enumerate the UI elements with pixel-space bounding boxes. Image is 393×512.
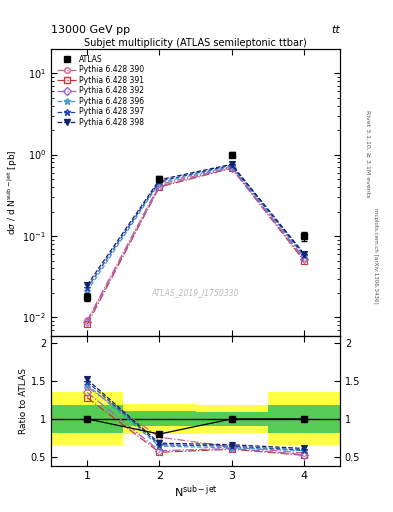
Pythia 6.428 392 (85, 319, 90, 325)
Line: Pythia 6.428 392: Pythia 6.428 392 (84, 165, 307, 325)
Pythia 6.428 391 (301, 258, 306, 264)
Pythia 6.428 390 (157, 181, 162, 187)
Text: 13000 GeV pp: 13000 GeV pp (51, 25, 130, 35)
Pythia 6.428 391 (157, 184, 162, 190)
Y-axis label: Ratio to ATLAS: Ratio to ATLAS (19, 368, 28, 434)
Pythia 6.428 396 (157, 180, 162, 186)
Pythia 6.428 397 (85, 285, 90, 291)
Pythia 6.428 391 (229, 165, 234, 172)
Y-axis label: d$\sigma$ / d N$^{\rm sub-jet}$ [pb]: d$\sigma$ / d N$^{\rm sub-jet}$ [pb] (5, 150, 20, 235)
Pythia 6.428 390 (229, 164, 234, 170)
Title: Subjet multiplicity (ATLAS semileptonic ttbar): Subjet multiplicity (ATLAS semileptonic … (84, 38, 307, 48)
Line: Pythia 6.428 398: Pythia 6.428 398 (84, 161, 307, 288)
Text: ATLAS_2019_I1750330: ATLAS_2019_I1750330 (152, 288, 239, 297)
Pythia 6.428 392 (301, 256, 306, 262)
Line: Pythia 6.428 390: Pythia 6.428 390 (84, 164, 307, 323)
Pythia 6.428 397 (157, 178, 162, 184)
Text: Rivet 3.1.10, ≥ 3.1M events: Rivet 3.1.10, ≥ 3.1M events (365, 110, 370, 197)
Pythia 6.428 390 (301, 255, 306, 261)
Pythia 6.428 390 (85, 317, 90, 324)
Pythia 6.428 391 (85, 322, 90, 328)
Pythia 6.428 398 (229, 161, 234, 167)
Pythia 6.428 398 (157, 177, 162, 183)
Text: tt: tt (331, 25, 340, 35)
Pythia 6.428 398 (85, 282, 90, 288)
Pythia 6.428 396 (229, 163, 234, 169)
Line: Pythia 6.428 397: Pythia 6.428 397 (84, 162, 307, 291)
Pythia 6.428 398 (301, 250, 306, 257)
Text: mcplots.cern.ch [arXiv:1306.3436]: mcplots.cern.ch [arXiv:1306.3436] (373, 208, 378, 304)
Pythia 6.428 392 (229, 165, 234, 171)
Pythia 6.428 396 (301, 253, 306, 259)
X-axis label: N$^{\rm sub-jet}$: N$^{\rm sub-jet}$ (174, 483, 217, 500)
Line: Pythia 6.428 396: Pythia 6.428 396 (84, 163, 307, 295)
Line: Pythia 6.428 391: Pythia 6.428 391 (84, 165, 307, 327)
Pythia 6.428 392 (157, 183, 162, 189)
Pythia 6.428 397 (229, 162, 234, 168)
Pythia 6.428 396 (85, 288, 90, 294)
Pythia 6.428 397 (301, 251, 306, 258)
Legend: ATLAS, Pythia 6.428 390, Pythia 6.428 391, Pythia 6.428 392, Pythia 6.428 396, P: ATLAS, Pythia 6.428 390, Pythia 6.428 39… (55, 52, 147, 129)
